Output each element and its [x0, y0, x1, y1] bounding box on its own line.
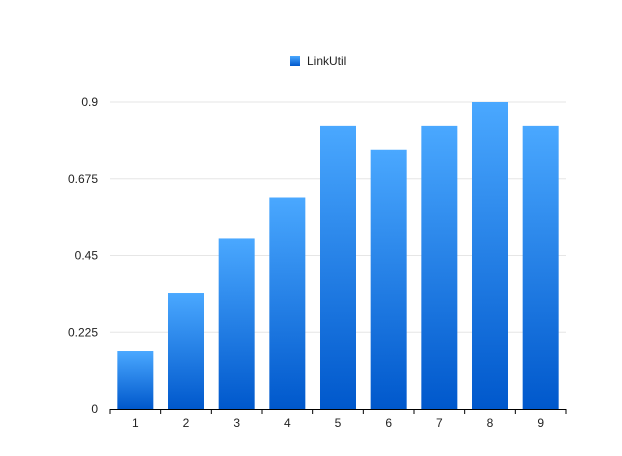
bars	[117, 102, 559, 409]
x-tick-label: 8	[487, 416, 494, 430]
legend: LinkUtil	[290, 54, 346, 68]
x-tick-label: 6	[385, 416, 392, 430]
legend-label-linkutil: LinkUtil	[307, 54, 346, 68]
bar-6	[370, 149, 407, 409]
x-tick-label: 3	[233, 416, 240, 430]
x-tick-label: 9	[537, 416, 544, 430]
bar-8	[472, 102, 508, 409]
bar-7	[421, 125, 458, 409]
y-tick-label: 0.45	[75, 249, 99, 263]
bar-2	[168, 293, 204, 409]
y-tick-label: 0	[91, 402, 98, 416]
x-tick-label: 2	[183, 416, 190, 430]
y-tick-label: 0.225	[68, 325, 98, 339]
y-tick-label: 0.675	[68, 172, 98, 186]
bar-5	[320, 125, 356, 409]
bar-9	[522, 125, 559, 409]
legend-swatch	[290, 56, 300, 66]
y-tick-labels: 0 0.225 0.45 0.675 0.9	[68, 95, 98, 416]
bar-3	[218, 238, 255, 409]
x-tick-label: 5	[335, 416, 342, 430]
axes	[109, 409, 567, 414]
x-tick-label: 1	[132, 416, 139, 430]
x-tick-labels: 1 2 3 4 5 6 7 8 9	[132, 416, 544, 430]
y-tick-label: 0.9	[81, 95, 98, 109]
x-tick-label: 7	[436, 416, 443, 430]
bar-4	[269, 197, 306, 409]
x-tick-label: 4	[284, 416, 291, 430]
bar-1	[117, 351, 154, 409]
